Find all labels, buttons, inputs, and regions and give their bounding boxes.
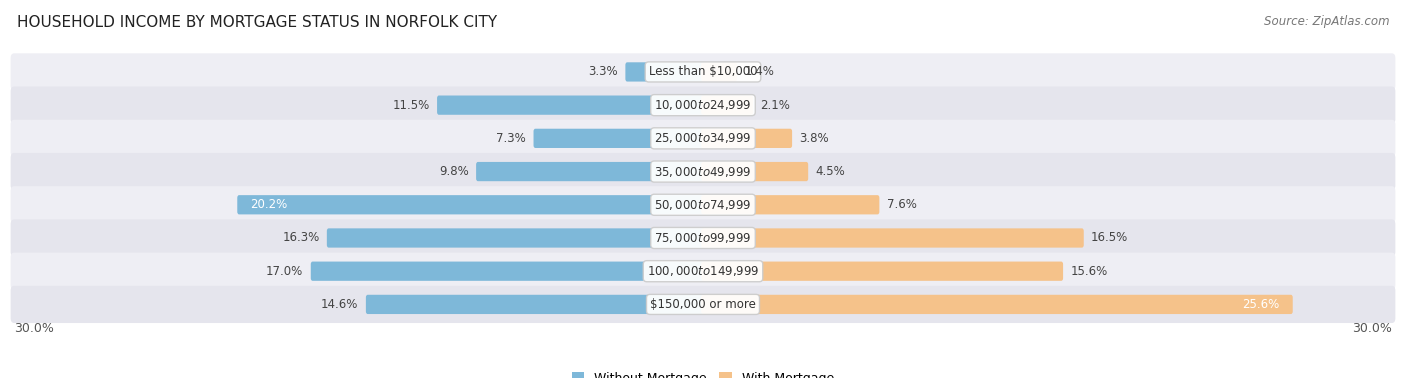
Text: $25,000 to $34,999: $25,000 to $34,999 [654,131,752,146]
FancyBboxPatch shape [11,120,1395,157]
Text: 2.1%: 2.1% [761,99,790,112]
Text: 30.0%: 30.0% [14,322,53,335]
Text: $35,000 to $49,999: $35,000 to $49,999 [654,164,752,178]
Text: 14.6%: 14.6% [321,298,359,311]
FancyBboxPatch shape [311,262,704,281]
Text: 16.3%: 16.3% [283,231,319,245]
FancyBboxPatch shape [702,96,754,115]
Text: $75,000 to $99,999: $75,000 to $99,999 [654,231,752,245]
Text: 30.0%: 30.0% [1353,322,1392,335]
Text: 9.8%: 9.8% [439,165,468,178]
Text: 7.3%: 7.3% [496,132,526,145]
Text: 7.6%: 7.6% [887,198,917,211]
FancyBboxPatch shape [702,162,808,181]
FancyBboxPatch shape [238,195,704,214]
FancyBboxPatch shape [702,262,1063,281]
FancyBboxPatch shape [11,87,1395,124]
FancyBboxPatch shape [11,253,1395,290]
FancyBboxPatch shape [702,62,737,82]
FancyBboxPatch shape [11,186,1395,223]
FancyBboxPatch shape [533,129,704,148]
FancyBboxPatch shape [366,295,704,314]
Text: 17.0%: 17.0% [266,265,304,278]
FancyBboxPatch shape [702,195,879,214]
Text: $50,000 to $74,999: $50,000 to $74,999 [654,198,752,212]
FancyBboxPatch shape [11,53,1395,90]
Text: Less than $10,000: Less than $10,000 [648,65,758,78]
Text: 4.5%: 4.5% [815,165,845,178]
Text: 3.3%: 3.3% [588,65,619,78]
FancyBboxPatch shape [326,228,704,248]
FancyBboxPatch shape [626,62,704,82]
Text: $150,000 or more: $150,000 or more [650,298,756,311]
Text: 1.4%: 1.4% [744,65,775,78]
FancyBboxPatch shape [11,219,1395,257]
FancyBboxPatch shape [11,153,1395,190]
Text: 3.8%: 3.8% [800,132,830,145]
Text: 20.2%: 20.2% [250,198,288,211]
FancyBboxPatch shape [702,295,1292,314]
Text: 25.6%: 25.6% [1241,298,1279,311]
Text: $100,000 to $149,999: $100,000 to $149,999 [647,264,759,278]
FancyBboxPatch shape [11,286,1395,323]
Text: 11.5%: 11.5% [392,99,430,112]
FancyBboxPatch shape [477,162,704,181]
Text: 16.5%: 16.5% [1091,231,1129,245]
Text: $10,000 to $24,999: $10,000 to $24,999 [654,98,752,112]
Text: HOUSEHOLD INCOME BY MORTGAGE STATUS IN NORFOLK CITY: HOUSEHOLD INCOME BY MORTGAGE STATUS IN N… [17,15,496,30]
Text: Source: ZipAtlas.com: Source: ZipAtlas.com [1264,15,1389,28]
FancyBboxPatch shape [702,228,1084,248]
Text: 15.6%: 15.6% [1070,265,1108,278]
FancyBboxPatch shape [702,129,792,148]
Legend: Without Mortgage, With Mortgage: Without Mortgage, With Mortgage [567,367,839,378]
FancyBboxPatch shape [437,96,704,115]
